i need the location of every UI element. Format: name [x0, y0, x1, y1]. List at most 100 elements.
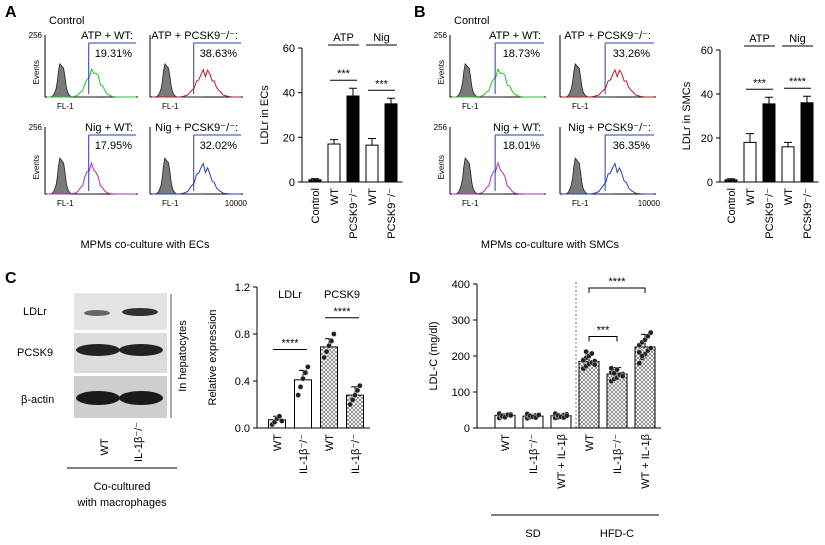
flow-gate-marker — [604, 134, 654, 191]
y-tick-label: 300 — [452, 315, 470, 327]
flow-cytometry-b: ATP + WT: 18.73% FL-1 256 Events ATP + PCSK9⁻… — [434, 15, 661, 208]
significance-stars: **** — [789, 76, 807, 88]
data-point — [323, 348, 330, 355]
group-label: ATP — [333, 32, 354, 44]
data-point — [354, 387, 361, 394]
y-tick-label: 400 — [452, 279, 470, 291]
flow-control-histogram — [47, 157, 99, 195]
bar — [346, 95, 360, 183]
flow-x-axis-label: FL-1 — [57, 199, 74, 208]
flow-control-label: Control — [454, 15, 489, 27]
bar-chart-relative-expression: 0.0 0.4 0.8 1.2 Relative expression WT IL-1β⁻/… — [207, 282, 370, 474]
data-point — [589, 350, 595, 357]
category-label: PCSK9⁻/⁻ — [802, 188, 814, 239]
category-label: Control — [310, 188, 322, 223]
y-axis-title: Relative expression — [207, 310, 219, 406]
data-point — [357, 382, 363, 389]
group-label: ATP — [749, 33, 770, 45]
category-label: IL-1β⁻/⁻ — [528, 434, 540, 474]
error-bar — [349, 87, 357, 97]
flow-sample-histogram — [452, 67, 544, 98]
blot-band-label-actin: β-actin — [21, 394, 54, 406]
data-point — [300, 375, 306, 382]
blot-band — [119, 344, 163, 356]
western-blot: LDLr PCSK9 β-actin In hepatocytes WT IL-… — [17, 293, 189, 509]
significance-stars: *** — [375, 78, 389, 90]
bar — [781, 146, 795, 183]
data-point — [611, 370, 617, 377]
error-bar — [311, 178, 319, 180]
flow-tile-percent: 38.63% — [200, 48, 238, 60]
data-point — [591, 361, 598, 368]
bar — [308, 179, 322, 183]
flow-tile-percent: 17.95% — [95, 140, 133, 152]
flow-control-histogram — [562, 157, 615, 195]
bar — [724, 179, 738, 183]
data-point — [639, 353, 645, 359]
category-label: WT — [272, 434, 284, 451]
category-label: WT — [584, 434, 596, 451]
error-bar — [746, 133, 754, 143]
flow-control-histogram — [562, 62, 615, 98]
flow-x-axis-label: FL-1 — [572, 199, 589, 208]
category-label: IL-1β⁻/⁻ — [298, 434, 310, 474]
flow-sample-histogram — [452, 161, 544, 195]
y-axis-title: LDL-C (mg/dl) — [428, 321, 440, 390]
error-bar — [368, 137, 376, 146]
significance-stars: *** — [753, 77, 767, 89]
y-tick-label: 60 — [701, 45, 713, 57]
flow-tile-title: Nig + WT: — [493, 122, 541, 134]
y-tick-label: 0 — [464, 423, 470, 435]
error-bar — [803, 95, 811, 103]
blot-side-label: In hepatocytes — [177, 320, 189, 392]
flow-sample-histogram — [47, 161, 136, 195]
data-point — [352, 392, 358, 398]
category-label: WT + IL-1β — [556, 434, 568, 489]
data-point — [331, 331, 337, 337]
data-point — [297, 384, 304, 390]
category-label: WT + IL-1β — [640, 434, 652, 489]
panel-label-b: B — [414, 4, 426, 21]
blot-lane-label-il1b: IL-1β⁻/⁻ — [133, 422, 145, 462]
flow-tile-title: Nig + WT: — [85, 122, 133, 134]
data-point — [580, 357, 587, 364]
category-label: Control — [726, 188, 738, 223]
group-label: SD — [525, 528, 540, 540]
flow-cytometry-a: ATP + WT: 19.31% FL-1 256 Events ATP + PCSK9⁻… — [29, 15, 248, 208]
error-bar — [784, 141, 792, 147]
flow-tile-percent: 19.31% — [95, 48, 133, 60]
significance-stars: **** — [281, 338, 299, 350]
data-point — [321, 354, 327, 361]
data-point — [647, 345, 654, 351]
bar-chart-ldlr-ecs: 0 20 40 60 LDLr in ECs Control WT PCSK9⁻/⁻ WT PCS… — [259, 32, 403, 239]
significance-stars: **** — [608, 276, 626, 288]
flow-x-axis-label: FL-1 — [572, 102, 589, 111]
y-tick-label: 0.4 — [235, 376, 250, 388]
data-point — [305, 364, 311, 370]
flow-sample-histogram — [47, 67, 136, 98]
flow-tile-percent: 18.01% — [503, 140, 541, 152]
category-label: WT — [745, 188, 757, 205]
bar — [365, 144, 379, 183]
flow-tile-title: Nig + PCSK9⁻/⁻: — [568, 122, 651, 134]
flow-y-max-label: 256 — [434, 31, 448, 40]
blot-band — [122, 308, 158, 316]
bar — [578, 360, 600, 429]
flow-gate-marker — [494, 134, 544, 191]
bar — [743, 141, 757, 183]
flow-tile-percent: 36.35% — [613, 140, 651, 152]
flow-sample-histogram — [152, 68, 241, 98]
category-label: IL-1β⁻/⁻ — [612, 434, 624, 474]
data-point — [583, 348, 589, 355]
flow-control-histogram — [452, 62, 505, 98]
significance-stars: **** — [333, 306, 351, 318]
data-point — [295, 392, 301, 398]
flow-tile-percent: 18.73% — [503, 48, 541, 60]
blot-band — [76, 344, 120, 356]
data-point — [535, 412, 542, 418]
bar — [634, 346, 656, 429]
error-bar — [330, 139, 338, 145]
bar — [800, 102, 814, 183]
flow-tile-title: ATP + WT: — [489, 30, 541, 42]
